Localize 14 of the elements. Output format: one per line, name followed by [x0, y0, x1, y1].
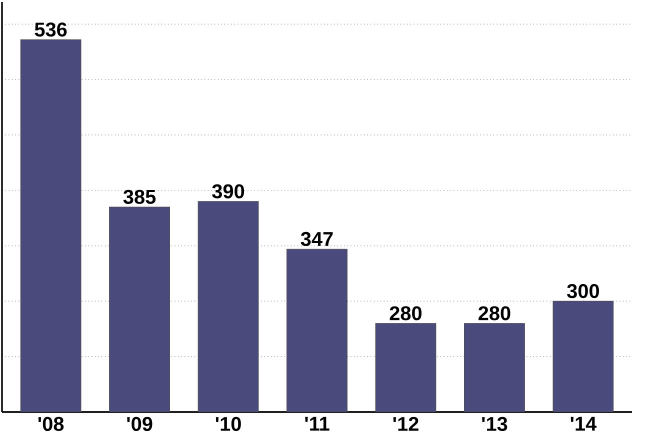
x-tick-label: '08 — [38, 416, 64, 431]
data-label: 280 — [478, 306, 510, 320]
x-tick-label: '11 — [305, 416, 330, 431]
x-tick-label: '12 — [393, 416, 418, 431]
data-label: 536 — [34, 22, 67, 37]
data-label: 280 — [390, 306, 422, 320]
data-label: 300 — [567, 284, 599, 298]
data-label: 385 — [123, 190, 156, 204]
data-label: 390 — [212, 184, 244, 198]
data-label: 347 — [300, 232, 333, 246]
x-tick-label: '10 — [216, 416, 241, 431]
x-tick-label: '14 — [570, 416, 597, 431]
x-tick-label: '09 — [127, 416, 152, 431]
x-tick-label: '13 — [482, 416, 508, 432]
